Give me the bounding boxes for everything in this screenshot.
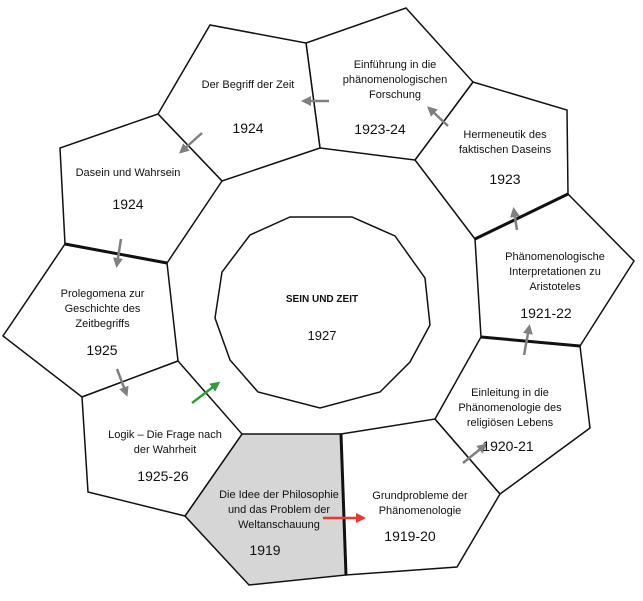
segment-year-idee: 1919 (249, 542, 281, 558)
center-year: 1927 (307, 328, 337, 343)
segment-title-aristoteles: Phänomenologische Interpretationen zu Ar… (505, 251, 605, 293)
arrow-step-3 (509, 207, 520, 231)
segment-title-hermeneutik: Hermeneutik des faktischen Daseins (458, 129, 552, 156)
segment-year-prolegomena: 1925 (86, 342, 118, 358)
segment-year-einleitung: 1920-21 (482, 438, 534, 454)
segment-year-begriff: 1924 (232, 120, 264, 136)
arrow-step-7 (113, 238, 123, 268)
segment-logik (81, 360, 243, 517)
heavy-borders (64, 192, 581, 576)
segment-year-dasein: 1924 (112, 196, 144, 212)
segment-title-begriff: Der Begriff der Zeit (201, 79, 295, 91)
arrow-step-6 (179, 132, 203, 154)
segment-year-einfuehrung: 1923-24 (354, 121, 406, 137)
arrow-step-4 (427, 106, 449, 127)
segment-title-grundprobleme: Grundprobleme der Phänomenologie (372, 490, 468, 517)
center-title: SEIN UND ZEIT (285, 294, 359, 305)
segment-begriff (157, 24, 321, 182)
center-polygon (214, 216, 431, 409)
segment-title-einleitung: Einleitung in die Phänomenologie des rel… (458, 387, 562, 429)
arrow-step-2 (522, 324, 533, 356)
segment-title-einfuehrung: Einführung in die phänomenologischen For… (342, 59, 448, 101)
arrow-end-green (191, 381, 221, 404)
segment-title-prolegomena: Prolegomena zur Geschichte des Zeitbegri… (60, 288, 145, 330)
segment-title-dasein: Dasein und Wahrsein (75, 167, 181, 179)
segment-year-grundprobleme: 1919-20 (384, 528, 436, 544)
segment-year-logik: 1925-26 (137, 468, 189, 484)
segment-einfuehrung (305, 7, 474, 161)
segment-title-logik: Logik – Die Frage nach der Wahrheit (108, 429, 222, 456)
arrow-step-1 (462, 443, 488, 464)
arrow-step-8 (115, 368, 129, 397)
segment-year-aristoteles: 1921-22 (520, 305, 572, 321)
segment-year-hermeneutik: 1923 (489, 171, 521, 187)
segment-title-idee: Die Idee der Philosophie und das Problem… (219, 489, 339, 531)
